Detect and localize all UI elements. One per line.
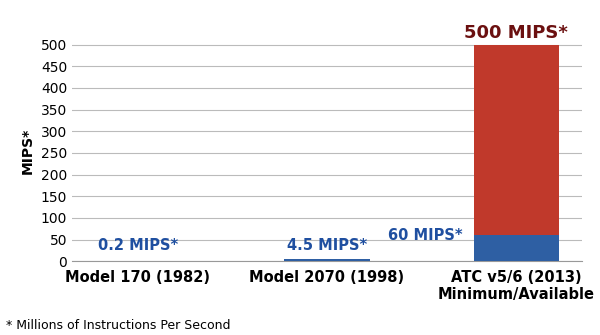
Text: * Millions of Instructions Per Second: * Millions of Instructions Per Second bbox=[6, 319, 230, 332]
Text: 60 MIPS*: 60 MIPS* bbox=[388, 228, 463, 243]
Text: 500 MIPS*: 500 MIPS* bbox=[464, 24, 568, 42]
Bar bbox=[284, 259, 370, 261]
Y-axis label: MIPS*: MIPS* bbox=[21, 128, 35, 174]
Text: 4.5 MIPS*: 4.5 MIPS* bbox=[287, 239, 367, 254]
Text: 0.2 MIPS*: 0.2 MIPS* bbox=[98, 239, 178, 254]
Bar bbox=[473, 235, 559, 261]
Bar bbox=[473, 45, 559, 235]
